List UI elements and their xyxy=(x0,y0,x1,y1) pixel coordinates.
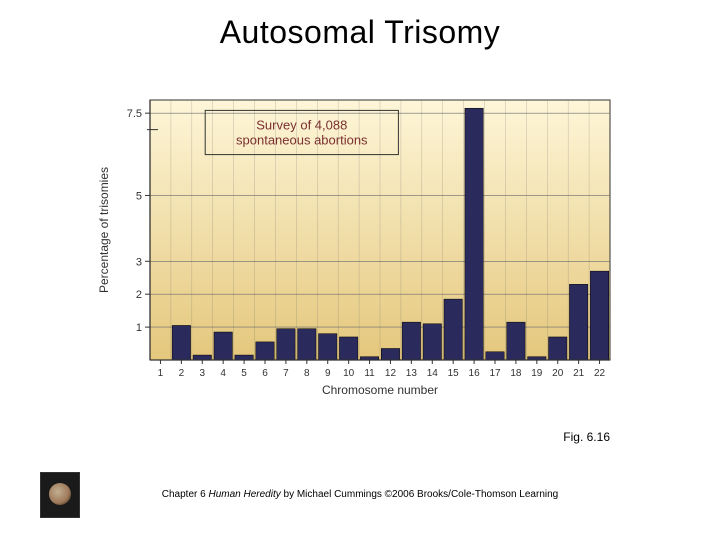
svg-text:2: 2 xyxy=(136,289,142,301)
svg-text:Chromosome number: Chromosome number xyxy=(322,383,438,397)
svg-text:3: 3 xyxy=(136,256,142,268)
footer-book-title: Human Heredity xyxy=(208,489,280,500)
svg-text:13: 13 xyxy=(406,368,418,379)
svg-text:2: 2 xyxy=(179,368,185,379)
svg-text:20: 20 xyxy=(552,368,564,379)
svg-text:9: 9 xyxy=(325,368,331,379)
svg-text:spontaneous abortions: spontaneous abortions xyxy=(236,133,368,148)
footer-suffix: by Michael Cummings ©2006 Brooks/Cole-Th… xyxy=(281,489,559,500)
svg-text:1: 1 xyxy=(136,322,142,334)
footer-citation: Chapter 6 Human Heredity by Michael Cumm… xyxy=(0,489,720,500)
svg-text:7.5: 7.5 xyxy=(127,108,142,120)
svg-text:18: 18 xyxy=(510,368,522,379)
svg-text:16: 16 xyxy=(469,368,481,379)
svg-text:21: 21 xyxy=(573,368,585,379)
svg-text:5: 5 xyxy=(241,368,247,379)
svg-text:14: 14 xyxy=(427,368,439,379)
svg-text:6: 6 xyxy=(262,368,268,379)
svg-text:4: 4 xyxy=(220,368,226,379)
svg-text:15: 15 xyxy=(448,368,460,379)
svg-text:22: 22 xyxy=(594,368,606,379)
svg-text:8: 8 xyxy=(304,368,310,379)
svg-text:5: 5 xyxy=(136,190,142,202)
figure-caption: Fig. 6.16 xyxy=(563,430,610,444)
svg-text:12: 12 xyxy=(385,368,397,379)
svg-text:3: 3 xyxy=(199,368,205,379)
svg-text:Percentage of trisomies: Percentage of trisomies xyxy=(97,167,111,293)
svg-text:10: 10 xyxy=(343,368,355,379)
footer-prefix: Chapter 6 xyxy=(162,489,209,500)
svg-text:17: 17 xyxy=(489,368,501,379)
svg-text:Survey of 4,088: Survey of 4,088 xyxy=(256,118,347,133)
svg-text:1: 1 xyxy=(158,368,164,379)
trisomy-bar-chart: 12357.5123456789101112131415161718192021… xyxy=(90,80,630,410)
svg-text:11: 11 xyxy=(364,368,375,379)
svg-text:19: 19 xyxy=(531,368,543,379)
slide-title: Autosomal Trisomy xyxy=(0,14,720,51)
svg-text:7: 7 xyxy=(283,368,289,379)
